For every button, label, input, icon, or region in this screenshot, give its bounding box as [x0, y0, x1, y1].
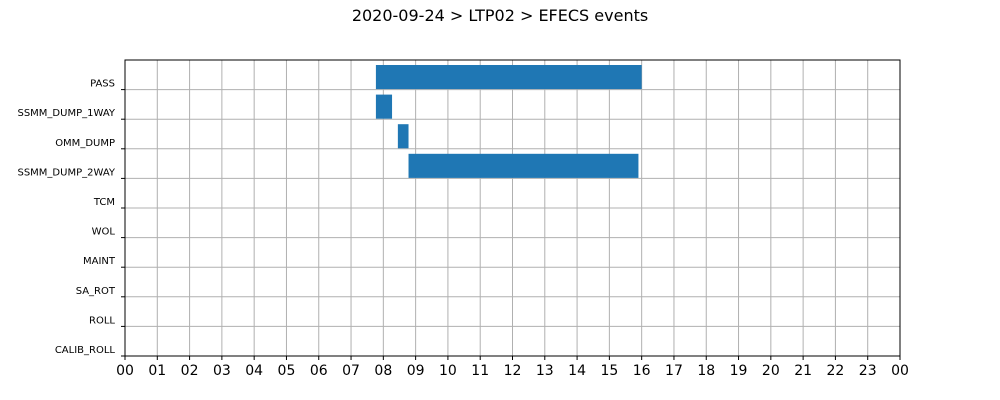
- x-tick-label: 03: [213, 363, 231, 379]
- y-tick-label: SSMM_DUMP_2WAY: [17, 167, 115, 178]
- x-tick-label: 14: [568, 363, 586, 379]
- x-tick-label: 05: [278, 363, 296, 379]
- y-tick-label: SSMM_DUMP_1WAY: [17, 108, 115, 119]
- x-tick-label: 02: [181, 363, 199, 379]
- x-tick-label: 13: [536, 363, 554, 379]
- event-bar-pass: [375, 65, 642, 90]
- x-tick-label: 20: [762, 363, 780, 379]
- x-tick-label: 19: [730, 363, 748, 379]
- x-tick-label: 06: [310, 363, 328, 379]
- y-tick-label: CALIB_ROLL: [55, 345, 116, 356]
- x-tick-label: 07: [342, 363, 360, 379]
- x-tick-label: 12: [504, 363, 522, 379]
- x-tick-label: 10: [439, 363, 457, 379]
- event-bar-ssmm-dump-1way: [375, 94, 393, 119]
- grid-lines: [125, 60, 900, 356]
- x-tick-label: 21: [794, 363, 812, 379]
- chart-title: 2020-09-24 > LTP02 > EFECS events: [351, 6, 649, 25]
- event-bar-omm-dump: [397, 124, 409, 149]
- x-tick-label: 04: [245, 363, 263, 379]
- y-tick-label: WOL: [92, 227, 116, 238]
- y-tick-label: MAINT: [83, 256, 116, 267]
- y-tick-label: PASS: [90, 79, 115, 90]
- event-bar-ssmm-dump-2way: [408, 153, 639, 178]
- x-tick-label: 00: [116, 363, 134, 379]
- x-tick-label: 15: [600, 363, 618, 379]
- y-tick-label: SA_ROT: [76, 286, 116, 297]
- x-ticks: 00 01 02 03 04 05 06 07 08 09 10 11 12 13 14 15 16 17 18 19…: [116, 356, 909, 379]
- y-tick-label: OMM_DUMP: [55, 138, 115, 149]
- x-tick-label: 08: [374, 363, 392, 379]
- x-tick-label: 22: [827, 363, 845, 379]
- x-tick-label: 11: [471, 363, 489, 379]
- y-tick-label: TCM: [93, 197, 115, 208]
- x-tick-label: 09: [407, 363, 425, 379]
- x-tick-label: 00: [891, 363, 909, 379]
- bars: [375, 65, 642, 178]
- x-tick-label: 23: [859, 363, 877, 379]
- x-tick-label: 01: [148, 363, 166, 379]
- y-tick-label: ROLL: [89, 315, 115, 326]
- x-tick-label: 16: [633, 363, 651, 379]
- y-ticks: PASS SSMM_DUMP_1WAY OMM_DUMP SSMM_DUMP_2WAY…: [17, 79, 125, 357]
- x-tick-label: 17: [665, 363, 683, 379]
- x-tick-label: 18: [697, 363, 715, 379]
